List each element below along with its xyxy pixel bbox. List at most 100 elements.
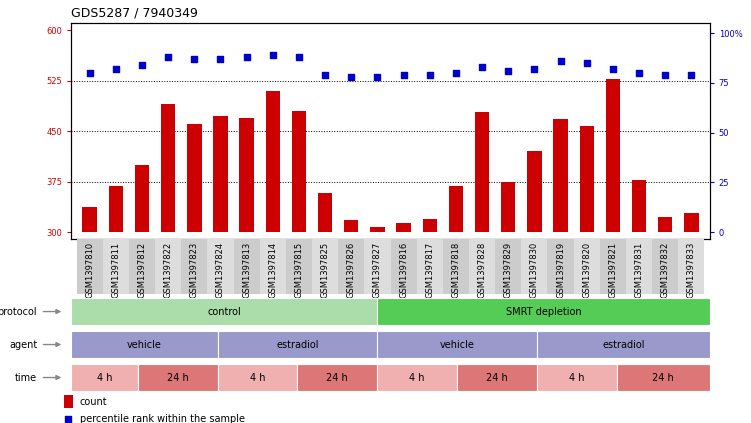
Bar (71, 364, 138, 391)
Bar (537, 364, 617, 391)
Point (162, 54, 174, 60)
Bar (391, 239, 417, 294)
Bar (377, 364, 457, 391)
Bar (338, 239, 364, 294)
Bar (537, 331, 710, 358)
Point (136, 62, 148, 69)
Bar (344, 220, 358, 232)
Bar (521, 239, 547, 294)
Point (240, 54, 252, 60)
Bar (423, 219, 437, 232)
Bar (553, 119, 568, 232)
Text: GSM1397824: GSM1397824 (216, 242, 225, 298)
Point (267, 52, 279, 58)
Text: estradiol: estradiol (602, 340, 644, 349)
Bar (501, 182, 515, 232)
Bar (658, 217, 672, 232)
Text: 4 h: 4 h (97, 373, 113, 382)
Point (83, 70, 95, 77)
Bar (527, 151, 541, 232)
Point (424, 71, 436, 78)
Point (189, 56, 201, 63)
Text: GSM1397814: GSM1397814 (268, 242, 277, 298)
Bar (574, 239, 600, 294)
Text: vehicle: vehicle (127, 340, 162, 349)
Bar (397, 223, 411, 232)
Bar (652, 239, 678, 294)
Text: GSM1397826: GSM1397826 (347, 242, 356, 298)
Text: GSM1397832: GSM1397832 (661, 242, 670, 298)
Point (319, 71, 331, 78)
Text: GSM1397825: GSM1397825 (321, 242, 330, 298)
Text: GSM1397830: GSM1397830 (530, 242, 539, 298)
Text: GSM1397828: GSM1397828 (478, 242, 487, 298)
Point (397, 71, 409, 78)
Text: GSM1397831: GSM1397831 (635, 242, 644, 298)
Bar (449, 187, 463, 232)
Point (686, 71, 698, 78)
Bar (370, 227, 385, 232)
Bar (377, 331, 537, 358)
Text: GSM1397815: GSM1397815 (294, 242, 303, 298)
Text: GSM1397811: GSM1397811 (111, 242, 120, 298)
Text: GSM1397818: GSM1397818 (451, 242, 460, 298)
Text: agent: agent (9, 340, 38, 349)
Text: 4 h: 4 h (250, 373, 265, 382)
Bar (103, 239, 129, 294)
Point (659, 71, 671, 78)
Text: GDS5287 / 7940349: GDS5287 / 7940349 (71, 6, 198, 19)
Point (502, 68, 514, 74)
Bar (77, 239, 103, 294)
Bar (312, 239, 338, 294)
Bar (457, 364, 537, 391)
Bar (83, 206, 97, 232)
Text: vehicle: vehicle (439, 340, 475, 349)
Bar (71, 331, 218, 358)
Point (554, 58, 566, 64)
Bar (626, 239, 652, 294)
Bar (600, 239, 626, 294)
Text: percentile rank within the sample: percentile rank within the sample (80, 414, 245, 423)
Point (293, 54, 305, 60)
Bar (475, 112, 490, 232)
Text: GSM1397817: GSM1397817 (425, 242, 434, 298)
Text: GSM1397816: GSM1397816 (399, 242, 408, 298)
Bar (297, 364, 377, 391)
Point (62, 415, 74, 422)
Text: GSM1397821: GSM1397821 (608, 242, 617, 298)
Bar (187, 124, 201, 232)
Bar (417, 239, 443, 294)
Point (529, 66, 541, 72)
Bar (495, 239, 521, 294)
Text: 4 h: 4 h (409, 373, 425, 382)
Text: control: control (207, 307, 241, 316)
Bar (138, 364, 218, 391)
Bar (134, 165, 149, 232)
Text: GSM1397819: GSM1397819 (556, 242, 565, 298)
Bar (443, 239, 469, 294)
Text: time: time (15, 373, 38, 382)
Point (372, 74, 384, 80)
Bar (606, 79, 620, 232)
Text: SMRT depletion: SMRT depletion (505, 307, 581, 316)
Point (215, 56, 227, 63)
Bar (678, 239, 704, 294)
Point (450, 70, 462, 77)
Text: GSM1397813: GSM1397813 (242, 242, 251, 298)
Bar (240, 118, 254, 232)
Point (607, 66, 619, 72)
Bar (364, 239, 391, 294)
Text: 24 h: 24 h (327, 373, 348, 382)
Bar (547, 239, 574, 294)
Bar (580, 126, 594, 232)
Bar (207, 239, 234, 294)
Text: protocol: protocol (0, 307, 38, 316)
Bar (181, 239, 207, 294)
Bar (155, 239, 181, 294)
Text: GSM1397820: GSM1397820 (582, 242, 591, 298)
Text: GSM1397833: GSM1397833 (687, 242, 696, 298)
Bar (260, 239, 286, 294)
Text: GSM1397829: GSM1397829 (504, 242, 513, 298)
Text: GSM1397822: GSM1397822 (164, 242, 173, 298)
Bar (291, 111, 306, 232)
